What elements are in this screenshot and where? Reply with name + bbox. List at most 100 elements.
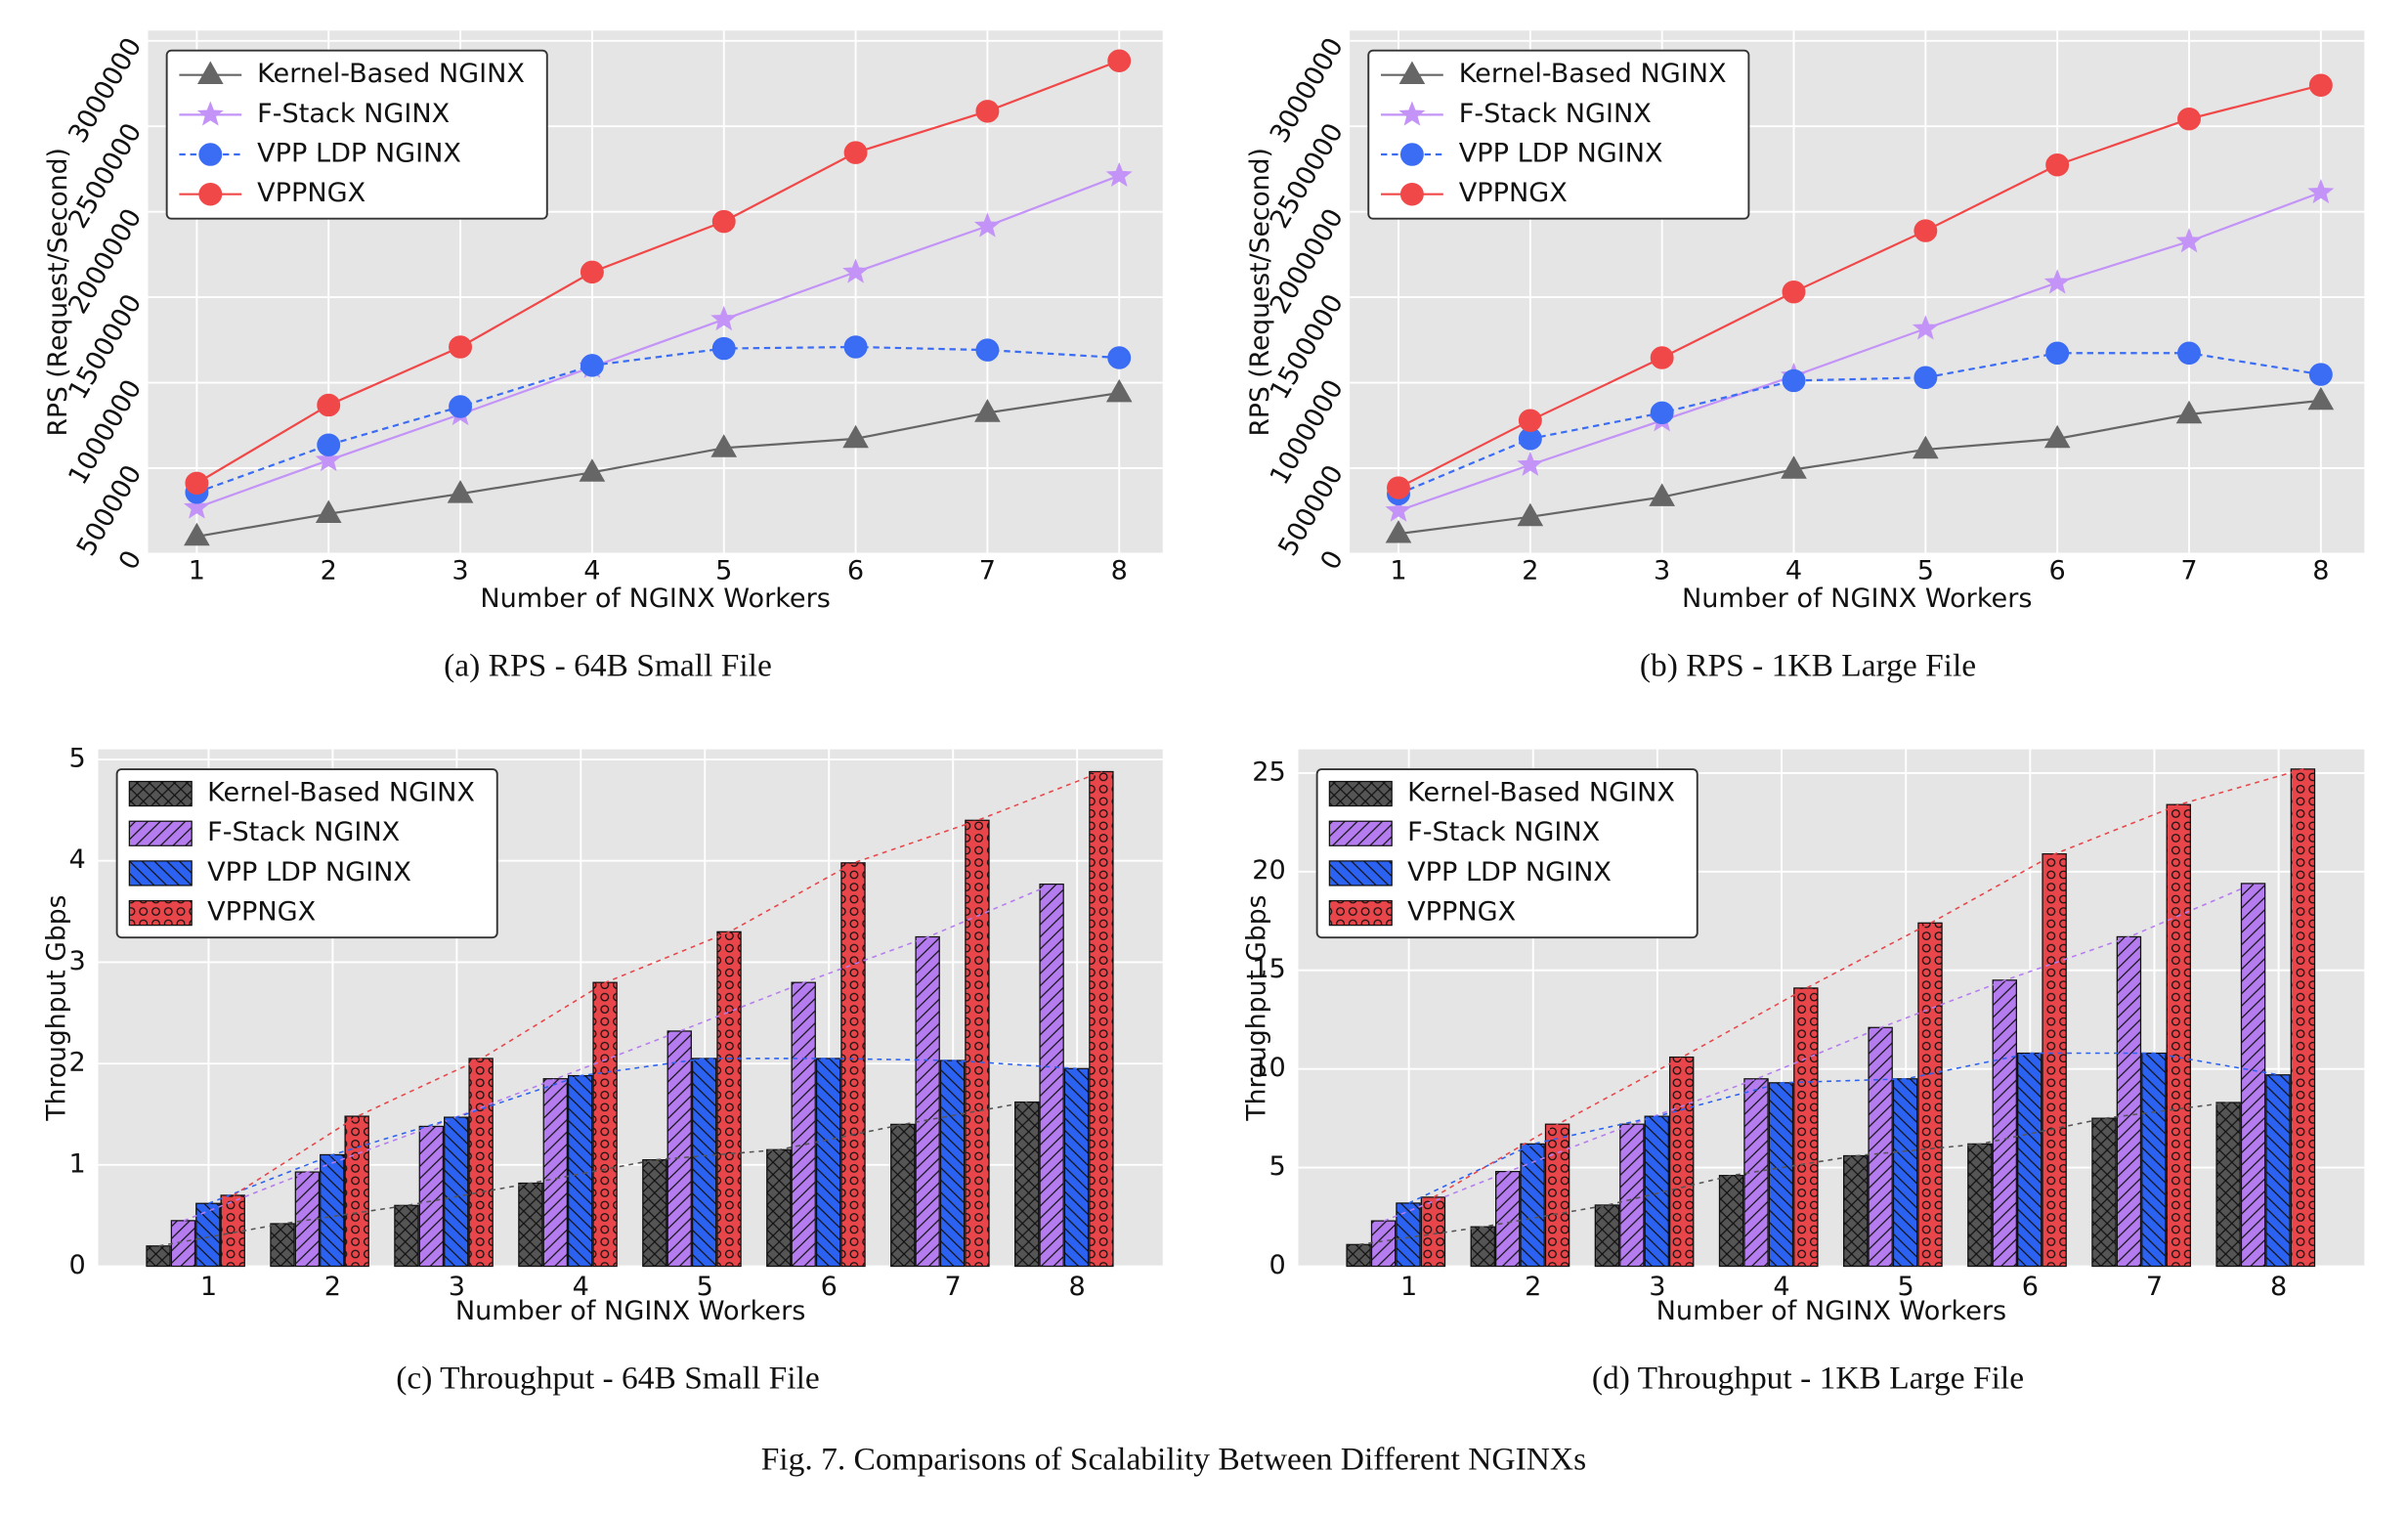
- bar: [320, 1153, 345, 1268]
- point: [184, 522, 210, 546]
- y-tick-label: 1: [68, 1148, 85, 1179]
- bar: [542, 1078, 568, 1268]
- bar: [170, 1220, 196, 1268]
- bar: [1495, 1171, 1521, 1268]
- bar: [915, 935, 940, 1268]
- legend-label: VPP LDP NGINX: [207, 857, 411, 887]
- point: [1650, 346, 1674, 369]
- bar: [642, 1159, 667, 1268]
- point: [711, 336, 736, 361]
- x-tick-label: 5: [1898, 1272, 1914, 1302]
- point: [2307, 386, 2335, 411]
- x-tick-label: 5: [697, 1272, 713, 1302]
- x-tick-label: 3: [449, 1272, 465, 1302]
- series-line: [1398, 352, 2322, 496]
- bar: [1063, 1067, 1090, 1268]
- point: [2177, 341, 2201, 366]
- point: [2177, 107, 2201, 131]
- x-tick-label: 3: [452, 556, 468, 586]
- bar: [468, 1058, 494, 1268]
- y-tick-label: 20: [1252, 855, 1285, 886]
- x-tick-label: 5: [715, 556, 732, 586]
- bar: [939, 1060, 966, 1268]
- x-tick-label: 7: [2180, 556, 2197, 586]
- bar: [1346, 1243, 1371, 1268]
- legend-box: [165, 49, 548, 220]
- bar: [2166, 803, 2191, 1268]
- x-tick-label: 6: [2049, 556, 2066, 586]
- point: [1914, 219, 1938, 242]
- legend-label: F-Stack NGINX: [257, 99, 450, 129]
- x-tick-label: 2: [1522, 556, 1538, 586]
- point: [710, 434, 738, 457]
- x-tick-label: 4: [1785, 556, 1802, 586]
- bar: [1992, 979, 2017, 1268]
- legend-label: Kernel-Based NGINX: [1459, 59, 1727, 89]
- bar: [716, 930, 742, 1268]
- bar: [294, 1171, 321, 1268]
- point: [1517, 451, 1544, 476]
- bar: [666, 1030, 692, 1268]
- legend-label: VPP LDP NGINX: [1407, 857, 1612, 887]
- bar: [592, 981, 618, 1268]
- legend-swatch: [1328, 820, 1393, 846]
- series-line: [196, 391, 1120, 538]
- bar: [2265, 1074, 2291, 1268]
- point: [1650, 401, 1674, 425]
- bar: [1668, 1056, 1695, 1268]
- trend-line: [1408, 1052, 2279, 1204]
- point: [2043, 269, 2071, 294]
- point: [1518, 409, 1542, 432]
- point: [975, 338, 1000, 362]
- bar: [418, 1125, 445, 1268]
- bar: [394, 1204, 419, 1268]
- x-axis-label: Number of NGINX Workers: [455, 1296, 806, 1326]
- bar: [2116, 935, 2142, 1268]
- point: [1385, 519, 1412, 543]
- bar: [890, 1123, 916, 1268]
- x-axis-label: Number of NGINX Workers: [1656, 1296, 2007, 1326]
- x-tick-label: 1: [1400, 1272, 1417, 1302]
- y-tick-label: 25: [1252, 757, 1285, 788]
- point: [315, 499, 342, 524]
- point: [973, 212, 1001, 238]
- y-tick-label: 15: [1252, 954, 1285, 984]
- bar: [1089, 770, 1114, 1268]
- bar: [2016, 1052, 2042, 1268]
- bar: [2141, 1052, 2167, 1268]
- y-tick-label: 5: [1268, 1151, 1285, 1182]
- trend-line: [233, 770, 1102, 1196]
- bar: [791, 981, 816, 1268]
- bar: [1917, 922, 1943, 1268]
- x-axis-label: Number of NGINX Workers: [1682, 584, 2033, 614]
- legend-label: VPPNGX: [1459, 178, 1568, 208]
- x-tick-label: 7: [945, 1272, 962, 1302]
- bar: [1544, 1123, 1570, 1268]
- point: [449, 395, 473, 418]
- point: [447, 480, 474, 503]
- trend-line: [158, 1101, 1028, 1247]
- bar: [1470, 1226, 1496, 1268]
- series-line: [196, 345, 1120, 494]
- point: [2308, 73, 2333, 97]
- legend-label: F-Stack NGINX: [207, 817, 400, 847]
- trend-line: [1358, 1102, 2229, 1246]
- legend-swatch: [1328, 780, 1393, 807]
- legend-swatch: [1328, 899, 1393, 927]
- bar: [965, 819, 990, 1268]
- legend-swatch: [1328, 860, 1393, 887]
- x-tick-label: 4: [1773, 1272, 1789, 1302]
- chart-caption: (b) RPS - 1KB Large File: [1640, 648, 1976, 684]
- x-tick-label: 6: [847, 556, 864, 586]
- legend-label: VPPNGX: [207, 897, 316, 928]
- point: [2307, 178, 2335, 204]
- bar: [1396, 1202, 1421, 1268]
- point: [1107, 346, 1132, 369]
- point: [579, 458, 606, 482]
- point: [2175, 228, 2203, 253]
- x-tick-label: 1: [189, 556, 205, 586]
- series-line: [195, 60, 1120, 485]
- point: [449, 335, 473, 359]
- trend-line: [183, 883, 1054, 1222]
